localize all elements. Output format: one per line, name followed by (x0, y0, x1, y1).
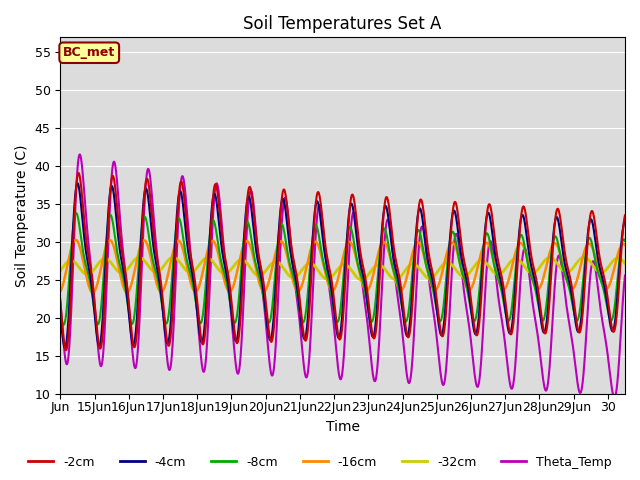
-16cm (608, 276, 616, 281)
-32cm (196, 261, 204, 267)
-2cm (62, 347, 70, 353)
Theta_Temp (196, 343, 204, 349)
-16cm (56, 288, 64, 294)
-4cm (186, 259, 194, 264)
X-axis label: Time: Time (326, 420, 360, 434)
Line: -4cm: -4cm (60, 183, 625, 348)
-2cm (186, 248, 194, 254)
-16cm (582, 244, 590, 250)
-4cm (570, 303, 577, 309)
Theta_Temp (76, 152, 84, 157)
Line: -2cm: -2cm (60, 173, 625, 350)
Theta_Temp (570, 345, 577, 350)
-16cm (388, 264, 396, 270)
-2cm (388, 235, 396, 240)
-8cm (196, 320, 204, 326)
-4cm (582, 251, 590, 256)
-16cm (89, 289, 97, 295)
-2cm (608, 324, 616, 329)
-2cm (570, 294, 577, 300)
-32cm (186, 270, 193, 276)
Line: -32cm: -32cm (60, 257, 625, 280)
-2cm (196, 328, 204, 334)
-2cm (582, 261, 590, 266)
Y-axis label: Soil Temperature (C): Soil Temperature (C) (15, 144, 29, 287)
-8cm (56, 309, 64, 314)
-16cm (72, 237, 79, 243)
-32cm (56, 268, 64, 274)
-32cm (388, 276, 396, 281)
-4cm (608, 327, 616, 333)
-2cm (621, 213, 629, 218)
-4cm (388, 249, 396, 254)
-8cm (388, 264, 396, 270)
-16cm (186, 276, 194, 282)
-8cm (621, 238, 629, 244)
Title: Soil Temperatures Set A: Soil Temperatures Set A (243, 15, 442, 33)
-8cm (72, 210, 80, 216)
-2cm (75, 170, 83, 176)
-16cm (621, 242, 629, 248)
Theta_Temp (388, 247, 396, 253)
Theta_Temp (607, 383, 615, 388)
Legend: -2cm, -4cm, -8cm, -16cm, -32cm, Theta_Temp: -2cm, -4cm, -8cm, -16cm, -32cm, Theta_Te… (23, 451, 617, 474)
Line: -16cm: -16cm (60, 240, 625, 292)
-32cm (570, 265, 577, 271)
-4cm (61, 345, 68, 350)
Line: Theta_Temp: Theta_Temp (60, 155, 625, 397)
-2cm (56, 300, 64, 305)
Theta_Temp (621, 273, 629, 278)
-4cm (196, 334, 204, 340)
-32cm (580, 254, 588, 260)
-32cm (582, 255, 590, 261)
Theta_Temp (56, 297, 64, 302)
Theta_Temp (582, 336, 590, 341)
-4cm (621, 218, 629, 224)
-16cm (196, 280, 204, 286)
-32cm (608, 260, 616, 265)
Text: BC_met: BC_met (63, 46, 115, 59)
-8cm (60, 322, 67, 328)
-32cm (358, 277, 365, 283)
-4cm (56, 311, 64, 317)
Theta_Temp (611, 395, 618, 400)
-8cm (582, 248, 590, 254)
-8cm (186, 269, 194, 275)
-32cm (621, 261, 629, 266)
Line: -8cm: -8cm (60, 213, 625, 325)
-8cm (608, 317, 616, 323)
-8cm (570, 306, 577, 312)
-4cm (74, 180, 81, 186)
Theta_Temp (186, 241, 193, 247)
-16cm (570, 286, 577, 291)
